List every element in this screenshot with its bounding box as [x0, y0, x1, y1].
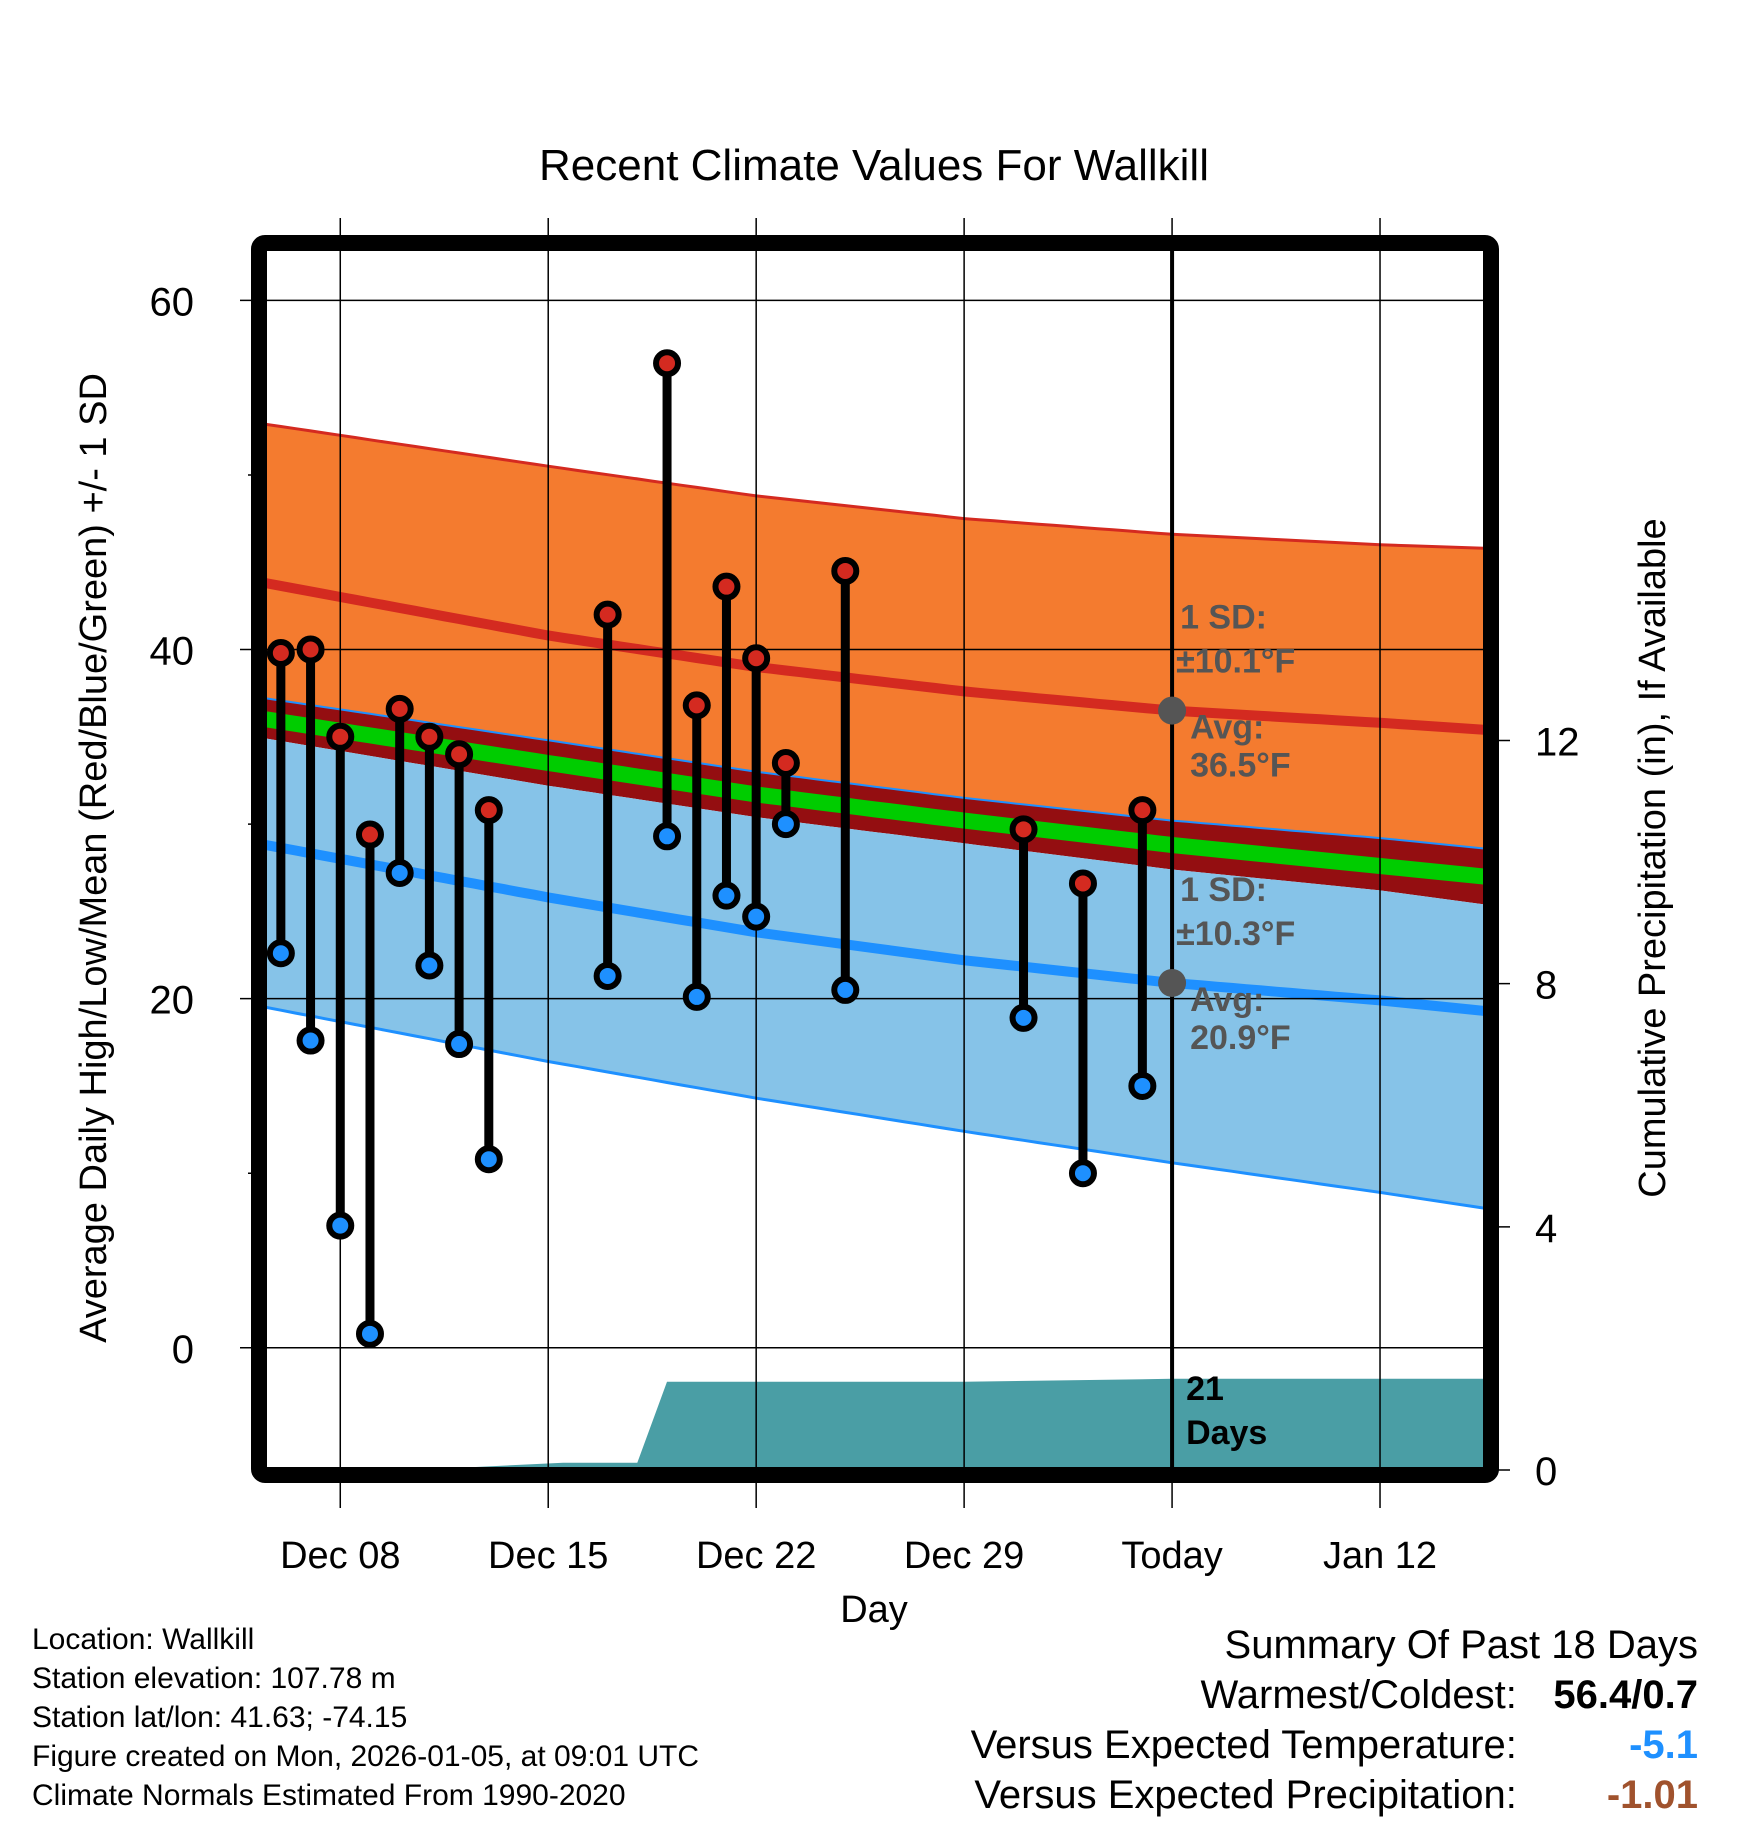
high-avg-label: Avg:: [1190, 709, 1264, 747]
obs-low-point: [771, 810, 800, 839]
obs-low-point: [653, 822, 682, 851]
obs-high-point: [653, 349, 682, 378]
obs-low-point: [296, 1026, 325, 1055]
high-sd-band: [266, 424, 1484, 849]
high-avg-value: 36.5°F: [1190, 747, 1291, 785]
precip-area: [266, 1378, 1484, 1470]
y2-axis-label: Cumulative Precipitation (in), If Availa…: [1632, 518, 1674, 1197]
obs-low-point: [593, 961, 622, 990]
obs-low-point: [742, 902, 771, 931]
normals-text: Climate Normals Estimated From 1990-2020: [32, 1779, 626, 1812]
x-tick-label: Dec 29: [904, 1535, 1024, 1577]
temp-anomaly-row: Versus Expected Temperature: -5.1: [971, 1720, 1698, 1770]
x-tick-label: Today: [1121, 1535, 1222, 1577]
obs-high-point: [1009, 815, 1038, 844]
obs-high-point: [326, 722, 355, 751]
obs-high-point: [355, 820, 384, 849]
observations: [266, 349, 1157, 1348]
axes: 0 20 40 60 0 4 8 12 Dec 08 Dec 15 Dec 22 Dec 29 Toda…: [150, 280, 1580, 1577]
y-tick-label: 60: [150, 280, 195, 324]
obs-low-point: [1068, 1159, 1097, 1188]
high-sd-label: 1 SD:: [1180, 599, 1267, 637]
y-tick-label: 0: [172, 1328, 194, 1372]
precip-anomaly-value: -1.01: [1606, 1773, 1698, 1817]
low-avg-value: 20.9°F: [1190, 1019, 1291, 1057]
plot-frame: [251, 235, 1499, 1483]
x-axis-label: Day: [840, 1589, 908, 1631]
x-tick-label: Dec 08: [280, 1535, 400, 1577]
obs-high-point: [385, 694, 414, 723]
obs-low-point: [385, 858, 414, 887]
low-sd-band: [266, 738, 1484, 1209]
low-sd-label: 1 SD:: [1180, 871, 1267, 909]
location-text: Location: Wallkill: [32, 1623, 255, 1656]
obs-high-point: [712, 572, 741, 601]
y2-tick-label: 4: [1535, 1207, 1557, 1251]
x-tick-label: Dec 15: [488, 1535, 608, 1577]
temp-anomaly-label: Versus Expected Temperature:: [970, 1723, 1517, 1767]
summary-title: Summary Of Past 18 Days: [1224, 1623, 1698, 1667]
summary-panel: Summary Of Past 18 Days Warmest/Coldest:…: [971, 1620, 1698, 1820]
high-sd-value: ±10.1°F: [1176, 643, 1295, 681]
obs-low-point: [1128, 1071, 1157, 1100]
obs-high-point: [266, 639, 295, 668]
obs-high-point: [1068, 869, 1097, 898]
latlon-text: Station lat/lon: 41.63; -74.15: [32, 1701, 408, 1734]
elevation-text: Station elevation: 107.78 m: [32, 1662, 396, 1695]
days-word-label: Days: [1186, 1414, 1267, 1452]
obs-low-point: [1009, 1003, 1038, 1032]
low-avg-marker: [1158, 968, 1187, 997]
x-tick-label: Dec 22: [696, 1535, 816, 1577]
days-count-label: 21: [1186, 1370, 1224, 1408]
warmest-coldest-value: 56.4/0.7: [1553, 1673, 1698, 1717]
obs-high-point: [742, 644, 771, 673]
created-text: Figure created on Mon, 2026-01-05, at 09…: [32, 1740, 700, 1773]
temp-anomaly-value: -5.1: [1629, 1723, 1698, 1767]
warmest-coldest-label: Warmest/Coldest:: [1200, 1673, 1517, 1717]
obs-low-point: [326, 1211, 355, 1240]
precip-anomaly-label: Versus Expected Precipitation:: [974, 1773, 1517, 1817]
high-avg-marker: [1158, 696, 1187, 725]
obs-high-point: [415, 722, 444, 751]
y-axis-label: Average Daily High/Low/Mean (Red/Blue/Gr…: [73, 373, 115, 1343]
obs-high-point: [593, 600, 622, 629]
obs-high-point: [1128, 796, 1157, 825]
obs-low-point: [266, 939, 295, 968]
obs-high-point: [831, 556, 860, 585]
y-tick-label: 20: [150, 979, 195, 1023]
plot-area: [266, 422, 1484, 1470]
obs-high-point: [682, 691, 711, 720]
chart-title: Recent Climate Values For Wallkill: [539, 141, 1209, 190]
low-avg-label: Avg:: [1190, 981, 1264, 1019]
warmest-coldest-row: Warmest/Coldest: 56.4/0.7: [971, 1670, 1699, 1720]
obs-low-point: [712, 881, 741, 910]
obs-low-point: [355, 1319, 384, 1348]
obs-low-point: [682, 982, 711, 1011]
y2-tick-label: 0: [1535, 1450, 1557, 1494]
y-tick-label: 40: [150, 630, 195, 674]
obs-low-point: [415, 951, 444, 980]
normal-high-line: [266, 578, 1484, 735]
y2-tick-label: 12: [1535, 720, 1580, 764]
obs-high-point: [474, 796, 503, 825]
obs-low-point: [831, 975, 860, 1004]
x-tick-label: Jan 12: [1323, 1535, 1437, 1577]
grid-lines: [240, 218, 1484, 1470]
low-sd-value: ±10.3°F: [1176, 915, 1295, 953]
station-info: Location: Wallkill Station elevation: 10…: [32, 1620, 699, 1815]
mean-band-upper-edge: [266, 697, 1484, 850]
obs-high-point: [296, 635, 325, 664]
normal-low-line: [266, 840, 1484, 1016]
obs-low-point: [474, 1145, 503, 1174]
obs-high-point: [445, 740, 474, 769]
y2-tick-label: 8: [1535, 964, 1557, 1008]
high-upper-edge: [266, 422, 1484, 550]
precip-anomaly-row: Versus Expected Precipitation: -1.01: [971, 1770, 1698, 1820]
obs-high-point: [771, 748, 800, 777]
obs-low-point: [445, 1030, 474, 1059]
